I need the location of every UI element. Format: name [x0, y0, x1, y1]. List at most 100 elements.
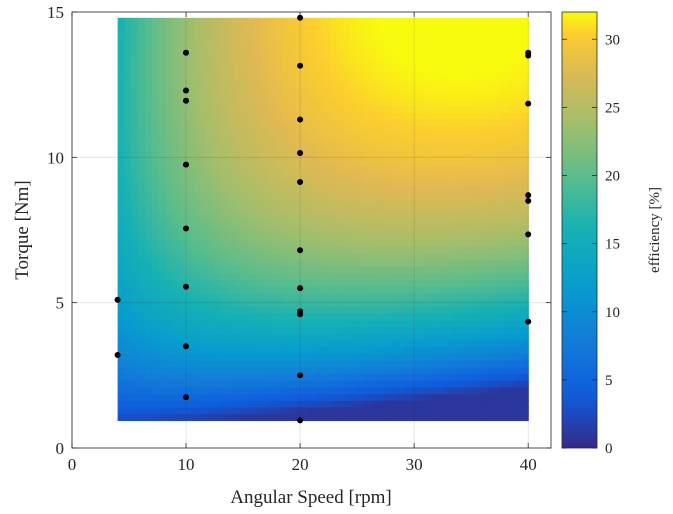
surface-cell: [186, 239, 194, 247]
surface-cell: [179, 319, 187, 328]
surface-cell: [370, 252, 379, 260]
surface-cell: [466, 259, 475, 267]
surface-cell: [247, 313, 256, 321]
surface-cell: [514, 185, 522, 193]
surface-cell: [213, 185, 221, 193]
surface-cell: [144, 125, 153, 133]
surface-cell: [384, 333, 392, 341]
surface-cell: [452, 339, 461, 348]
surface-cell: [391, 165, 399, 173]
surface-cell: [165, 152, 173, 160]
surface-cell: [268, 339, 276, 348]
surface-cell: [411, 319, 420, 328]
surface-cell: [343, 98, 351, 106]
surface-cell: [240, 172, 249, 180]
surface-cell: [514, 259, 522, 267]
surface-cell: [192, 225, 201, 234]
surface-cell: [138, 292, 146, 301]
surface-cell: [336, 292, 345, 301]
surface-cell: [398, 145, 406, 153]
surface-cell: [432, 279, 440, 287]
surface-cell: [199, 245, 208, 254]
surface-cell: [507, 252, 516, 260]
surface-cell: [138, 138, 146, 146]
surface-cell: [350, 51, 358, 59]
surface-cell: [432, 286, 440, 294]
surface-cell: [514, 400, 522, 408]
surface-cell: [268, 219, 276, 227]
surface-cell: [254, 245, 262, 254]
surface-cell: [398, 333, 406, 341]
surface-cell: [192, 326, 201, 334]
surface-cell: [480, 178, 488, 187]
surface-cell: [521, 299, 529, 307]
surface-cell: [466, 386, 475, 395]
surface-cell: [172, 386, 180, 395]
surface-cell: [418, 393, 427, 401]
surface-cell: [391, 17, 399, 26]
surface-cell: [363, 380, 372, 388]
surface-cell: [316, 279, 324, 287]
surface-cell: [192, 44, 201, 52]
surface-cell: [117, 373, 126, 381]
surface-cell: [172, 313, 180, 321]
surface-cell: [329, 245, 338, 254]
surface-cell: [466, 145, 475, 153]
surface-cell: [295, 406, 303, 415]
surface-cell: [240, 91, 249, 99]
surface-cell: [302, 386, 310, 395]
surface-cell: [275, 205, 283, 213]
surface-cell: [343, 198, 351, 207]
surface-cell: [336, 326, 345, 334]
surface-cell: [220, 185, 228, 193]
surface-cell: [268, 192, 276, 200]
surface-cell: [172, 286, 180, 294]
surface-cell: [220, 165, 228, 173]
surface-cell: [350, 225, 358, 234]
surface-cell: [302, 252, 310, 260]
surface-cell: [302, 413, 310, 421]
surface-cell: [138, 91, 146, 99]
surface-cell: [302, 245, 310, 254]
surface-cell: [275, 111, 283, 120]
surface-cell: [521, 172, 529, 180]
surface-cell: [117, 98, 126, 106]
surface-cell: [514, 299, 522, 307]
surface-cell: [322, 98, 331, 106]
surface-cell: [288, 319, 297, 328]
surface-cell: [370, 353, 379, 361]
measurement-points: [114, 14, 532, 424]
surface-cell: [288, 24, 297, 32]
surface-cell: [377, 84, 386, 93]
surface-cell: [206, 380, 215, 388]
surface-cell: [350, 353, 358, 361]
surface-cell: [192, 31, 201, 39]
surface-cell: [165, 84, 173, 93]
surface-cell: [377, 51, 386, 59]
surface-cell: [432, 152, 440, 160]
surface-cell: [186, 366, 194, 375]
surface-cell: [240, 279, 249, 287]
surface-cell: [507, 98, 516, 106]
surface-cell: [206, 172, 215, 180]
surface-cell: [322, 386, 331, 395]
surface-cell: [425, 339, 433, 348]
surface-cell: [233, 306, 242, 314]
surface-cell: [261, 299, 269, 307]
surface-cell: [452, 17, 461, 26]
surface-cell: [336, 158, 345, 167]
y-tick-label: 0: [56, 439, 65, 458]
surface-cell: [322, 172, 331, 180]
surface-cell: [144, 400, 153, 408]
surface-cell: [275, 118, 283, 126]
surface-cell: [493, 205, 502, 213]
surface-cell: [350, 266, 358, 274]
surface-cell: [172, 51, 180, 59]
surface-cell: [500, 413, 509, 421]
surface-cell: [261, 51, 269, 59]
surface-cell: [398, 58, 406, 66]
surface-cell: [343, 319, 351, 328]
surface-cell: [350, 198, 358, 207]
surface-cell: [425, 219, 433, 227]
surface-cell: [206, 272, 215, 281]
